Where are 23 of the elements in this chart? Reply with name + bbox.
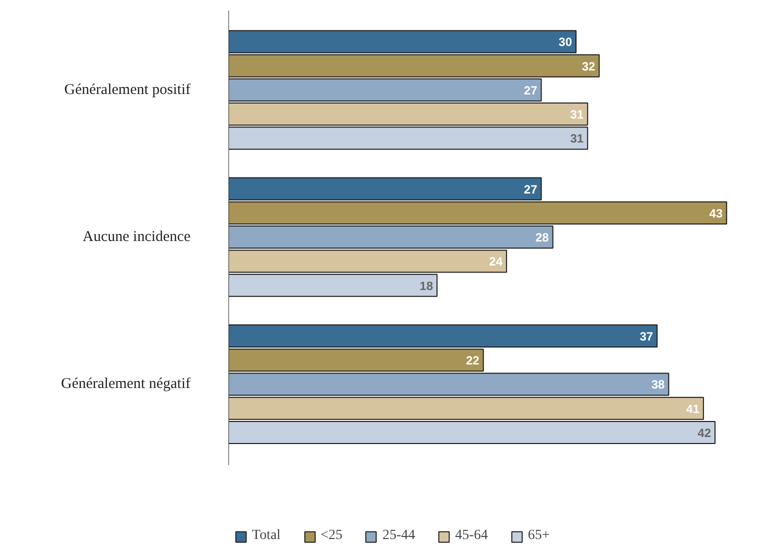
legend-label: <25 — [320, 528, 342, 544]
data-label: 43 — [709, 206, 723, 220]
data-label: 24 — [489, 254, 503, 269]
data-label: 18 — [420, 278, 434, 293]
legend-label: 65+ — [528, 528, 550, 544]
y-tick-label: Généralement négatif — [60, 376, 191, 392]
data-label: 28 — [536, 230, 550, 245]
data-label: 32 — [582, 59, 596, 74]
data-label: 42 — [698, 426, 712, 440]
data-label: 27 — [524, 83, 538, 98]
legend-label: 45-64 — [455, 528, 488, 544]
data-label: 30 — [558, 35, 572, 50]
data-label: 27 — [524, 182, 538, 196]
data-label: 22 — [466, 354, 480, 368]
data-label: 37 — [640, 329, 654, 344]
data-label: 31 — [570, 108, 584, 122]
y-tick-label: Généralement positif — [64, 82, 191, 98]
data-label: 31 — [570, 132, 584, 146]
y-tick-label: Aucune incidence — [82, 229, 191, 246]
data-label: 41 — [686, 402, 700, 416]
data-label: 38 — [651, 378, 666, 392]
legend-label: 25-44 — [382, 528, 416, 544]
legend-label: Total — [252, 528, 281, 544]
